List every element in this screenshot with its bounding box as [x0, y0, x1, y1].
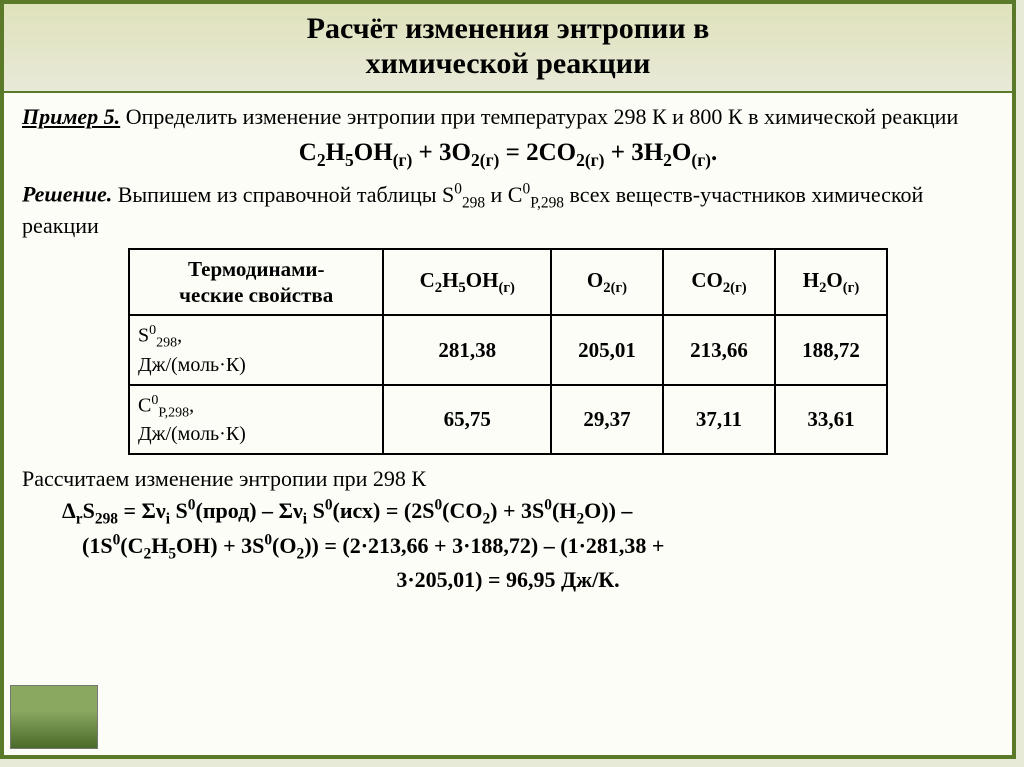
cell: 33,61	[775, 385, 887, 454]
calc-line-2: (1S0(C2H5OH) + 3S0(O2)) = (2·213,66 + 3·…	[22, 531, 994, 564]
title-bar: Расчёт изменения энтропии в химической р…	[4, 4, 1012, 93]
col-o2: O2(г)	[551, 249, 663, 316]
row-label-s298: S0298,Дж/(моль·К)	[129, 315, 383, 384]
cell: 188,72	[775, 315, 887, 384]
table-header-prop-l2: ческие свойства	[179, 283, 333, 307]
example-label: Пример 5.	[22, 104, 120, 129]
example-text: Определить изменение энтропии при темпер…	[120, 104, 958, 129]
cell: 37,11	[663, 385, 775, 454]
content-area: Пример 5. Определить изменение энтропии …	[4, 93, 1012, 755]
table-header-prop-l1: Термодинами-	[188, 257, 325, 281]
col-h2o: H2O(г)	[775, 249, 887, 316]
calc-line-3: 3·205,01) = 96,95 Дж/К.	[22, 566, 994, 594]
row-label-cp298: C0P,298,Дж/(моль·К)	[129, 385, 383, 454]
col-c2h5oh: C2H5OH(г)	[383, 249, 551, 316]
title-line-1: Расчёт изменения энтропии в	[307, 12, 710, 45]
calc-intro: Рассчитаем изменение энтропии при 298 К	[22, 465, 994, 493]
reaction-equation: C2H5OH(г) + 3O2(г) = 2CO2(г) + 3H2O(г).	[22, 137, 994, 172]
table-header-prop: Термодинами- ческие свойства	[129, 249, 383, 316]
title-line-2: химической реакции	[366, 47, 651, 80]
cell: 205,01	[551, 315, 663, 384]
cell: 213,66	[663, 315, 775, 384]
calc-result: 3·205,01) = 96,95 Дж/К.	[396, 567, 619, 592]
slide-frame: Расчёт изменения энтропии в химической р…	[0, 0, 1016, 759]
solution-label: Решение.	[22, 182, 112, 207]
table-row: S0298,Дж/(моль·К) 281,38 205,01 213,66 1…	[129, 315, 887, 384]
cell: 281,38	[383, 315, 551, 384]
calc-line-1: ΔrS298 = Σνi S0(прод) – Σνi S0(исх) = (2…	[22, 496, 994, 529]
table-header-row: Термодинами- ческие свойства C2H5OH(г) O…	[129, 249, 887, 316]
solution-text: Выпишем из справочной таблицы S0298 и C0…	[22, 182, 923, 239]
thumbnail-image	[10, 685, 98, 749]
solution-paragraph: Решение. Выпишем из справочной таблицы S…	[22, 179, 994, 239]
slide-title: Расчёт изменения энтропии в химической р…	[14, 12, 1002, 81]
table-row: C0P,298,Дж/(моль·К) 65,75 29,37 37,11 33…	[129, 385, 887, 454]
col-co2: CO2(г)	[663, 249, 775, 316]
cell: 29,37	[551, 385, 663, 454]
cell: 65,75	[383, 385, 551, 454]
thermo-table: Термодинами- ческие свойства C2H5OH(г) O…	[128, 248, 888, 455]
example-paragraph: Пример 5. Определить изменение энтропии …	[22, 103, 994, 131]
